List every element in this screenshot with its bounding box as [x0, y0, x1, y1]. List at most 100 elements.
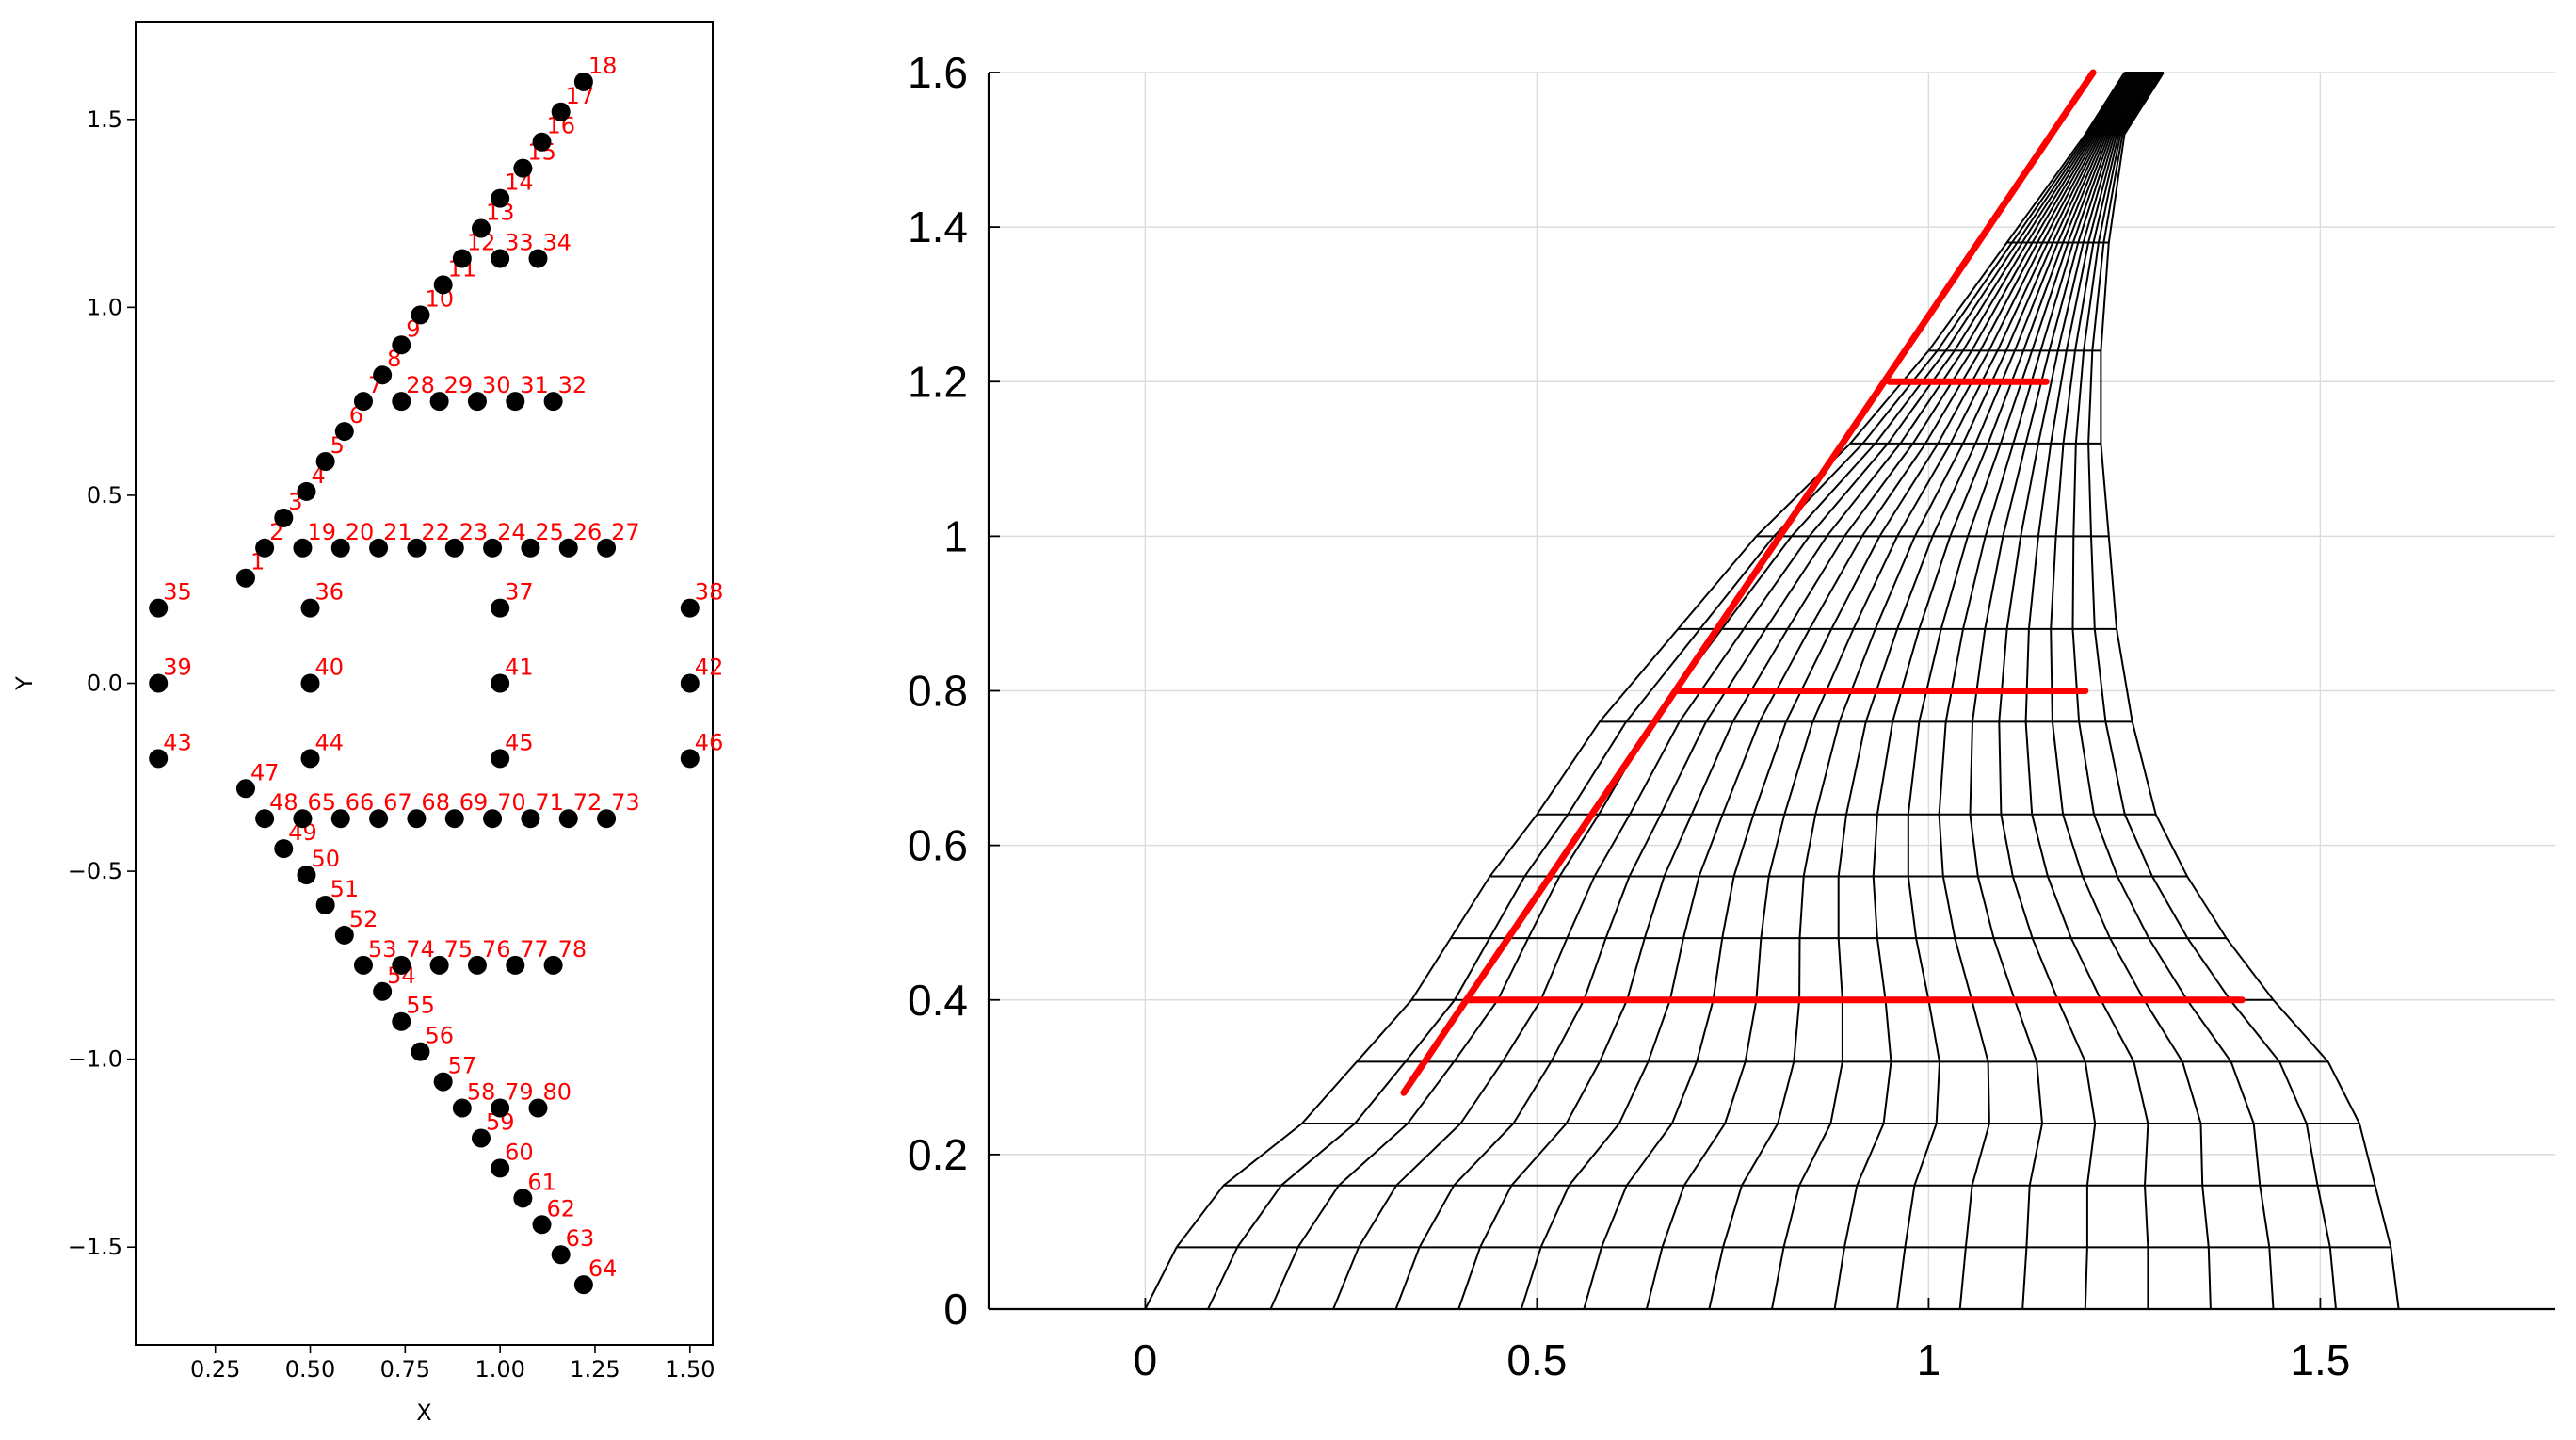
- y-tick-label: 1.2: [908, 357, 968, 406]
- point-48: [255, 809, 275, 829]
- point-21: [369, 538, 389, 558]
- point-43: [149, 749, 169, 769]
- point-13: [471, 218, 491, 238]
- point-label-19: 19: [307, 519, 336, 545]
- point-26: [558, 538, 578, 558]
- point-60: [491, 1158, 510, 1178]
- point-label-79: 79: [505, 1079, 534, 1106]
- point-41: [491, 673, 510, 693]
- point-label-23: 23: [459, 519, 489, 545]
- mesh-column-line: [2024, 72, 2157, 1309]
- point-9: [392, 335, 411, 355]
- point-77: [506, 955, 525, 975]
- y-tick-label: 0: [943, 1285, 968, 1334]
- mesh-column-line: [1269, 72, 2130, 1310]
- point-label-72: 72: [573, 789, 603, 816]
- point-51: [315, 895, 335, 914]
- point-label-52: 52: [349, 906, 378, 932]
- point-label-31: 31: [520, 372, 549, 398]
- x-tick-label: 1.25: [570, 1356, 620, 1383]
- point-22: [407, 538, 427, 558]
- point-27: [597, 538, 617, 558]
- mesh-column-line: [1144, 72, 2126, 1310]
- point-76: [467, 955, 487, 975]
- point-62: [532, 1215, 552, 1235]
- point-54: [373, 981, 393, 1001]
- point-label-21: 21: [383, 519, 412, 545]
- point-72: [558, 809, 578, 829]
- point-label-27: 27: [611, 519, 640, 545]
- point-15: [513, 158, 533, 178]
- point-45: [491, 749, 510, 769]
- point-67: [369, 809, 389, 829]
- y-tick-label: 0.4: [908, 976, 968, 1025]
- point-61: [513, 1189, 533, 1208]
- x-tick-label: 0.75: [380, 1356, 430, 1383]
- point-80: [528, 1098, 548, 1118]
- mesh-column-line: [1583, 72, 2139, 1310]
- point-11: [433, 275, 453, 295]
- point-78: [543, 955, 563, 975]
- mesh-column-line: [1708, 72, 2143, 1310]
- point-label-36: 36: [315, 579, 345, 606]
- point-label-28: 28: [406, 372, 435, 398]
- y-tick-label: 0.5: [87, 482, 122, 509]
- point-56: [411, 1042, 430, 1061]
- point-label-30: 30: [482, 372, 511, 398]
- point-35: [149, 598, 169, 618]
- point-23: [444, 538, 464, 558]
- point-label-51: 51: [330, 876, 360, 902]
- y-tick-label: 1.5: [87, 106, 122, 133]
- point-42: [680, 673, 700, 693]
- point-8: [373, 365, 393, 385]
- point-70: [483, 809, 503, 829]
- point-label-44: 44: [315, 729, 345, 755]
- x-tick-label: 1: [1917, 1335, 1941, 1384]
- point-74: [392, 955, 411, 975]
- point-19: [293, 538, 313, 558]
- mesh-column-line: [1332, 72, 2132, 1310]
- point-label-48: 48: [269, 789, 298, 816]
- point-47: [235, 779, 255, 799]
- point-label-24: 24: [497, 519, 526, 545]
- point-label-80: 80: [542, 1079, 572, 1106]
- point-label-34: 34: [542, 229, 572, 255]
- point-71: [521, 809, 540, 829]
- point-label-73: 73: [611, 789, 640, 816]
- point-44: [300, 749, 320, 769]
- point-label-65: 65: [307, 789, 336, 816]
- point-label-78: 78: [558, 936, 588, 963]
- point-label-74: 74: [406, 936, 435, 963]
- point-label-64: 64: [588, 1255, 618, 1282]
- point-52: [334, 925, 354, 945]
- mesh-column-line: [2050, 72, 2212, 1310]
- point-label-77: 77: [520, 936, 549, 963]
- point-32: [543, 392, 563, 412]
- mesh-column-line: [1938, 72, 2151, 1310]
- point-label-46: 46: [695, 729, 724, 755]
- x-tick-label: 0: [1134, 1335, 1158, 1384]
- mesh-column-line: [1896, 72, 2149, 1310]
- point-label-67: 67: [383, 789, 412, 816]
- point-49: [274, 839, 294, 859]
- point-label-55: 55: [406, 993, 435, 1019]
- point-36: [300, 598, 320, 618]
- y-tick-label: 1.4: [908, 202, 968, 251]
- y-tick-label: 0.8: [908, 667, 968, 716]
- point-64: [573, 1275, 593, 1295]
- point-label-37: 37: [505, 579, 534, 606]
- mesh-column-line: [2071, 72, 2275, 1310]
- y-tick-label: 1: [943, 511, 968, 560]
- point-39: [149, 673, 169, 693]
- point-label-50: 50: [311, 846, 340, 872]
- y-tick-label: 0.0: [87, 671, 122, 697]
- point-label-45: 45: [505, 729, 534, 755]
- point-label-58: 58: [467, 1079, 496, 1106]
- mesh-column-line: [1998, 72, 2155, 1310]
- point-34: [528, 249, 548, 268]
- point-label-71: 71: [535, 789, 564, 816]
- point-29: [429, 392, 449, 412]
- point-6: [334, 422, 354, 442]
- point-24: [483, 538, 503, 558]
